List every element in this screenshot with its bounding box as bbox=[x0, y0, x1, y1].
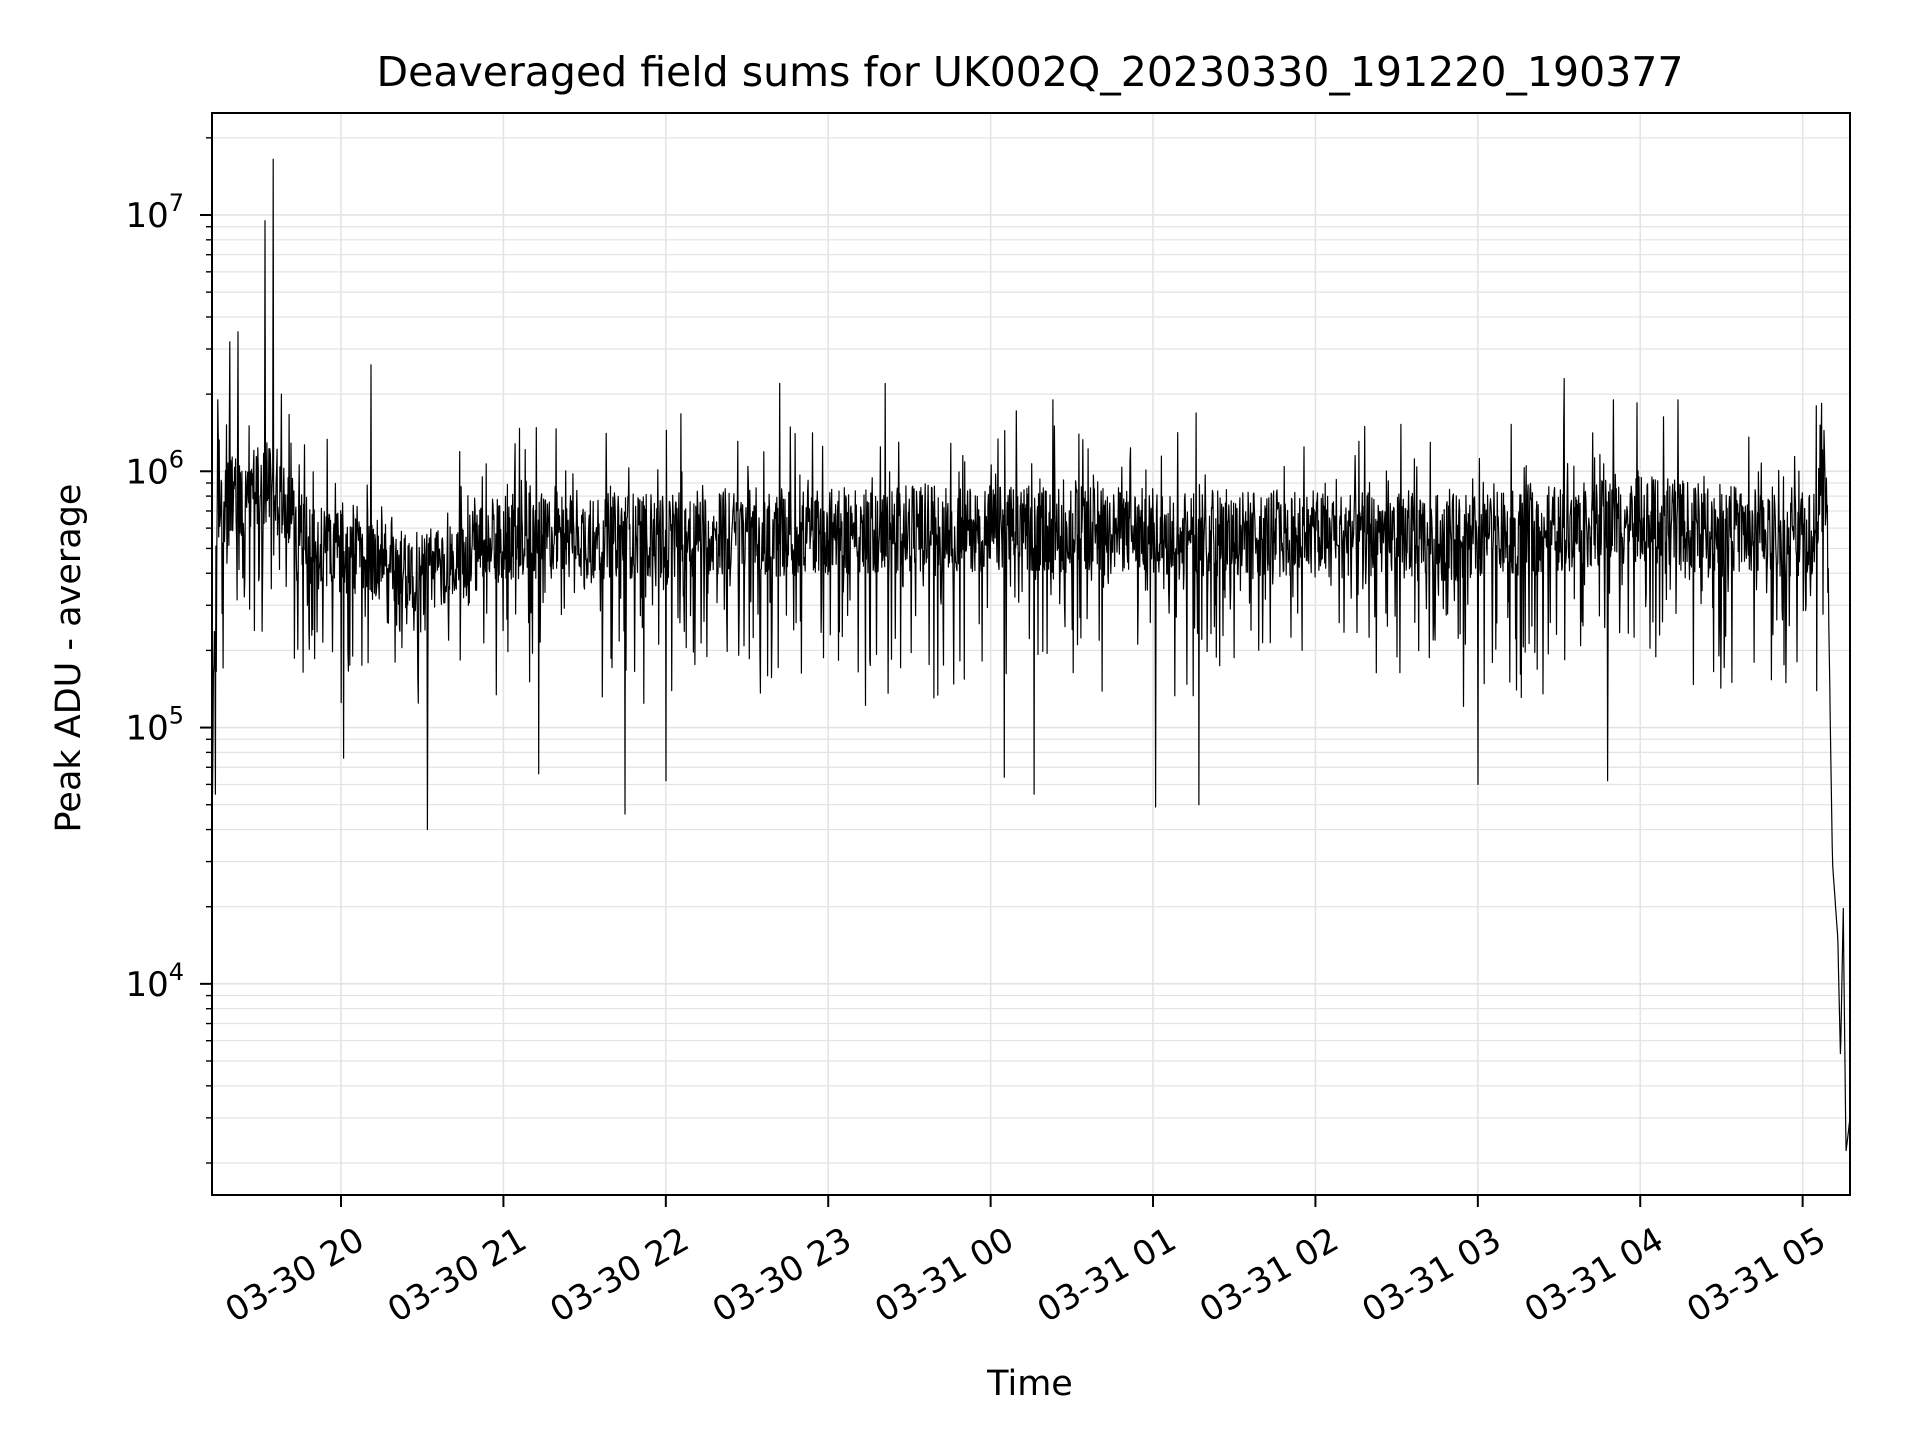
y-tick-label: 107 bbox=[125, 189, 184, 236]
y-axis-label: Peak ADU - average bbox=[49, 484, 89, 833]
y-tick-label: 105 bbox=[125, 702, 184, 749]
y-tick-label: 106 bbox=[125, 445, 184, 492]
y-tick-label: 104 bbox=[125, 958, 184, 1005]
y-axis-ticks: 104 105 106 107 bbox=[125, 137, 212, 1164]
series-line-path bbox=[211, 158, 1851, 1152]
axes-frame bbox=[211, 112, 1851, 1196]
chart-title: Deaveraged field sums for UK002Q_2023033… bbox=[377, 48, 1684, 96]
x-axis-label: Time bbox=[986, 1364, 1073, 1404]
series-line bbox=[211, 158, 1851, 1152]
grid-lines bbox=[212, 113, 1850, 1195]
